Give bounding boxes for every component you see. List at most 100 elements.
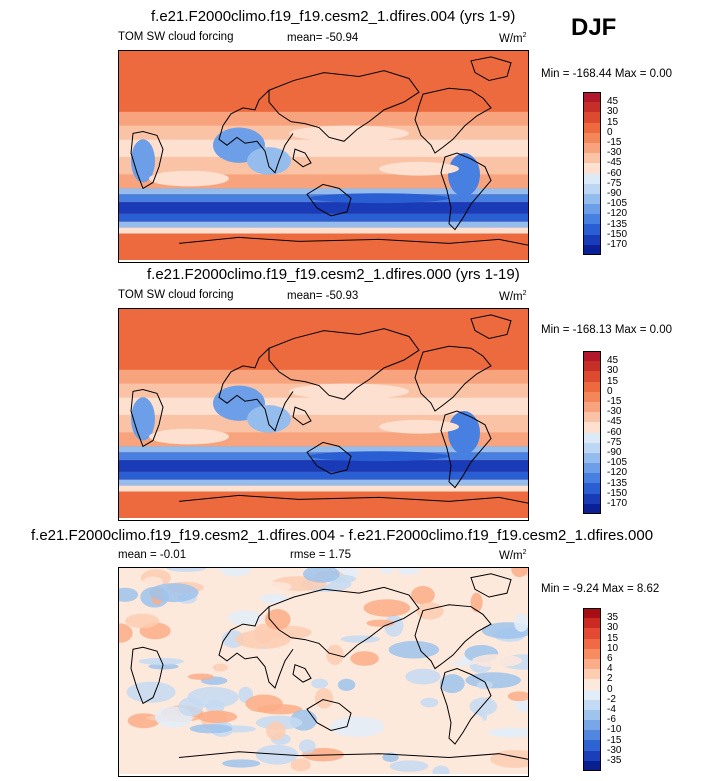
field-patch [149,428,229,445]
field-patch [219,568,251,577]
field-band [119,446,528,453]
panel-2-map [118,308,529,521]
field-patch [149,583,199,603]
colorbar-swatch [583,699,601,710]
panel-3-rmse: rmse = 1.75 [290,549,352,561]
colorbar-tick-label: -15 [607,734,622,746]
field-band [119,479,528,486]
colorbar-swatch [583,483,601,494]
field-patch [247,147,291,175]
colorbar-tick-label: 15 [607,375,619,387]
colorbar-swatch [583,361,601,372]
colorbar-tick-label: 6 [607,653,613,664]
panel-1-variable: TOM SW cloud forcing [118,31,234,43]
field-patch [507,691,528,702]
field-patch [204,645,239,657]
field-patch [340,635,381,643]
colorbar-tick-label: -60 [607,426,622,438]
colorbar-tick-label: -135 [607,218,628,230]
coastline [307,184,351,215]
colorbar-tick-label: -150 [607,487,628,499]
coastline [441,153,491,230]
field-patch [363,599,411,617]
coastline [415,88,491,153]
colorbar-swatch [583,132,601,143]
colorbar-swatch [583,730,601,741]
colorbar-tick-label: 30 [607,622,619,634]
coastline [415,346,491,411]
colorbar-swatch [583,503,601,514]
colorbar-tick-label: -135 [607,477,628,489]
colorbar-swatch [583,720,601,731]
field-patch [187,673,214,680]
field-patch [203,735,223,743]
field-patch [127,713,160,729]
colorbar-tick-label: -120 [607,467,628,479]
season-label: DJF [571,14,617,41]
field-patch [342,700,376,708]
field-patch [259,593,288,604]
field-patch [389,760,429,772]
colorbar-tick-label: 0 [607,385,613,397]
field-patch [222,759,261,768]
colorbar-tick-label: 30 [607,365,619,377]
field-band [119,369,528,384]
colorbar-tick-label: -4 [607,704,616,715]
coastline [415,605,491,669]
colorbar-swatch [583,463,601,474]
map-plot [119,309,528,518]
colorbar-swatch [583,628,601,639]
colorbar-tick-label: 30 [607,106,619,118]
colorbar-swatch [583,92,601,103]
colorbar-tick-label: -45 [607,157,622,169]
colorbar-tick-label: -15 [607,137,622,148]
panel-1-minmax: Min = -168.44 Max = 0.00 [541,68,673,80]
coastline [293,665,311,682]
field-patch [312,654,325,671]
field-patch [144,726,196,737]
colorbar-tick-label: 4 [607,663,613,675]
colorbar-swatch [583,760,601,771]
colorbar-swatch [583,412,601,423]
field-patch [289,383,409,400]
colorbar-swatch [583,658,601,670]
coastline [441,411,491,488]
colorbar-swatch [583,153,601,164]
coastline [293,407,311,425]
panel-3-title: f.e21.F2000climo.f19_f19.cesm2_1.dfires.… [31,527,654,544]
colorbar-swatch [583,244,601,255]
field-patch [311,678,329,689]
field-band [119,460,528,472]
field-band [119,213,528,222]
coastline [471,574,511,597]
field-band [119,202,528,214]
colorbar-swatch [583,173,601,184]
field-patch [405,668,441,685]
coastline [471,57,511,81]
colorbar-tick-label: -75 [607,177,622,189]
panel-3-minmax: Min = -9.24 Max = 8.62 [541,583,660,595]
field-band [119,188,528,195]
colorbar-tick-label: -45 [607,416,622,428]
field-band [119,485,528,492]
colorbar-swatch [583,709,601,721]
field-patch [266,721,286,741]
coastline [441,669,491,744]
colorbar-swatch [583,608,601,619]
panel-3-map [118,567,529,777]
field-band [119,221,528,228]
field-band [119,227,528,234]
field-patch [309,193,449,204]
coastline [179,237,528,245]
coastline [307,442,351,473]
field-patch [119,587,139,602]
field-patch [298,739,316,754]
map-plot [119,568,528,774]
panel-1-mean: mean= -50.94 [287,32,359,44]
field-patch [379,419,459,434]
field-patch [309,451,449,462]
colorbar-swatch [583,381,601,392]
field-patch [126,681,176,703]
field-patch [380,568,394,575]
panel-3-colorbar [583,608,601,771]
